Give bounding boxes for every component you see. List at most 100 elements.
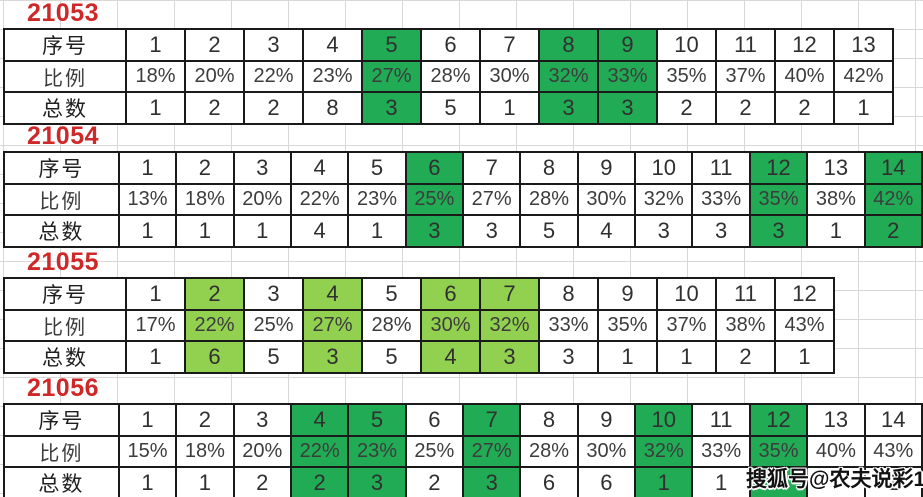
serial-cell[interactable]: 7 [479, 277, 540, 311]
serial-cell[interactable]: 4 [289, 403, 350, 437]
ratio-cell[interactable]: 30% [576, 183, 637, 216]
ratio-cell[interactable]: 37% [656, 309, 717, 342]
ratio-cell[interactable]: 32% [634, 435, 694, 468]
total-cell[interactable]: 2 [232, 466, 292, 497]
total-cell[interactable]: 1 [634, 466, 694, 497]
total-cell[interactable]: 3 [538, 91, 599, 125]
row-label-serial[interactable]: 序号 [3, 277, 127, 311]
total-cell[interactable]: 2 [863, 214, 923, 248]
total-cell[interactable]: 1 [175, 466, 235, 497]
ratio-cell[interactable]: 22% [243, 60, 304, 93]
ratio-cell[interactable]: 18% [175, 183, 235, 216]
ratio-cell[interactable]: 23% [347, 183, 407, 216]
total-cell[interactable]: 1 [833, 91, 894, 125]
serial-cell[interactable]: 11 [691, 403, 751, 437]
serial-cell[interactable]: 12 [748, 151, 809, 185]
serial-cell[interactable]: 7 [479, 28, 540, 62]
row-label-total[interactable]: 总数 [3, 340, 127, 374]
ratio-cell[interactable]: 23% [302, 60, 363, 93]
serial-cell[interactable]: 1 [117, 403, 178, 437]
serial-cell[interactable]: 2 [184, 277, 245, 311]
serial-cell[interactable]: 9 [576, 151, 637, 185]
total-cell[interactable]: 3 [462, 214, 522, 248]
ratio-cell[interactable]: 20% [232, 435, 292, 468]
ratio-cell[interactable]: 20% [232, 183, 292, 216]
serial-cell[interactable]: 1 [117, 151, 178, 185]
ratio-cell[interactable]: 27% [462, 435, 522, 468]
serial-cell[interactable]: 3 [243, 28, 304, 62]
serial-cell[interactable]: 1 [125, 28, 186, 62]
ratio-cell[interactable]: 30% [479, 60, 540, 93]
total-cell[interactable]: 2 [243, 91, 304, 125]
serial-cell[interactable]: 6 [420, 28, 481, 62]
total-cell[interactable]: 1 [125, 91, 186, 125]
serial-cell[interactable]: 9 [576, 403, 637, 437]
ratio-cell[interactable]: 20% [184, 60, 245, 93]
draw-number-title[interactable]: 21054 [27, 122, 100, 150]
serial-cell[interactable]: 5 [347, 151, 407, 185]
serial-cell[interactable]: 13 [806, 151, 866, 185]
total-cell[interactable]: 1 [347, 214, 407, 248]
serial-cell[interactable]: 10 [656, 28, 717, 62]
ratio-cell[interactable]: 32% [634, 183, 694, 216]
ratio-cell[interactable]: 25% [243, 309, 304, 342]
serial-cell[interactable]: 12 [748, 403, 809, 437]
serial-cell[interactable]: 6 [420, 277, 481, 311]
serial-cell[interactable]: 14 [863, 403, 923, 437]
serial-cell[interactable]: 3 [232, 403, 292, 437]
total-cell[interactable]: 1 [175, 214, 235, 248]
total-cell[interactable]: 3 [597, 91, 658, 125]
ratio-cell[interactable]: 35% [597, 309, 658, 342]
serial-cell[interactable]: 5 [361, 28, 422, 62]
row-label-total[interactable]: 总数 [3, 91, 127, 125]
ratio-cell[interactable]: 38% [806, 183, 866, 216]
ratio-cell[interactable]: 18% [125, 60, 186, 93]
serial-cell[interactable]: 1 [125, 277, 186, 311]
ratio-cell[interactable]: 33% [538, 309, 599, 342]
ratio-cell[interactable]: 25% [404, 435, 465, 468]
serial-cell[interactable]: 8 [519, 151, 579, 185]
ratio-cell[interactable]: 28% [361, 309, 422, 342]
row-label-ratio[interactable]: 比例 [3, 435, 120, 468]
ratio-cell[interactable]: 32% [479, 309, 540, 342]
total-cell[interactable]: 1 [232, 214, 292, 248]
total-cell[interactable]: 1 [117, 214, 178, 248]
total-cell[interactable]: 3 [691, 214, 751, 248]
ratio-cell[interactable]: 27% [361, 60, 422, 93]
serial-cell[interactable]: 5 [347, 403, 407, 437]
serial-cell[interactable]: 8 [538, 277, 599, 311]
total-cell[interactable]: 4 [576, 214, 637, 248]
ratio-cell[interactable]: 30% [576, 435, 637, 468]
row-label-ratio[interactable]: 比例 [3, 183, 120, 216]
serial-cell[interactable]: 6 [404, 151, 465, 185]
total-cell[interactable]: 3 [538, 340, 599, 374]
serial-cell[interactable]: 3 [243, 277, 304, 311]
total-cell[interactable]: 2 [715, 91, 776, 125]
serial-cell[interactable]: 8 [519, 403, 579, 437]
ratio-cell[interactable]: 28% [519, 435, 579, 468]
draw-number-title[interactable]: 21056 [27, 374, 100, 402]
serial-cell[interactable]: 14 [863, 151, 923, 185]
total-cell[interactable]: 5 [519, 214, 579, 248]
ratio-cell[interactable]: 27% [462, 183, 522, 216]
ratio-cell[interactable]: 38% [715, 309, 776, 342]
ratio-cell[interactable]: 35% [656, 60, 717, 93]
ratio-cell[interactable]: 43% [774, 309, 835, 342]
serial-cell[interactable]: 5 [361, 277, 422, 311]
ratio-cell[interactable]: 17% [125, 309, 186, 342]
serial-cell[interactable]: 12 [774, 277, 835, 311]
ratio-cell[interactable]: 40% [806, 435, 866, 468]
ratio-cell[interactable]: 32% [538, 60, 599, 93]
ratio-cell[interactable]: 42% [833, 60, 894, 93]
total-cell[interactable]: 1 [691, 466, 751, 497]
ratio-cell[interactable]: 28% [420, 60, 481, 93]
ratio-cell[interactable]: 15% [117, 435, 178, 468]
serial-cell[interactable]: 11 [715, 277, 776, 311]
ratio-cell[interactable]: 33% [597, 60, 658, 93]
ratio-cell[interactable]: 18% [175, 435, 235, 468]
ratio-cell[interactable]: 33% [691, 435, 751, 468]
total-cell[interactable]: 1 [479, 91, 540, 125]
total-cell[interactable]: 6 [184, 340, 245, 374]
serial-cell[interactable]: 3 [232, 151, 292, 185]
serial-cell[interactable]: 7 [462, 403, 522, 437]
